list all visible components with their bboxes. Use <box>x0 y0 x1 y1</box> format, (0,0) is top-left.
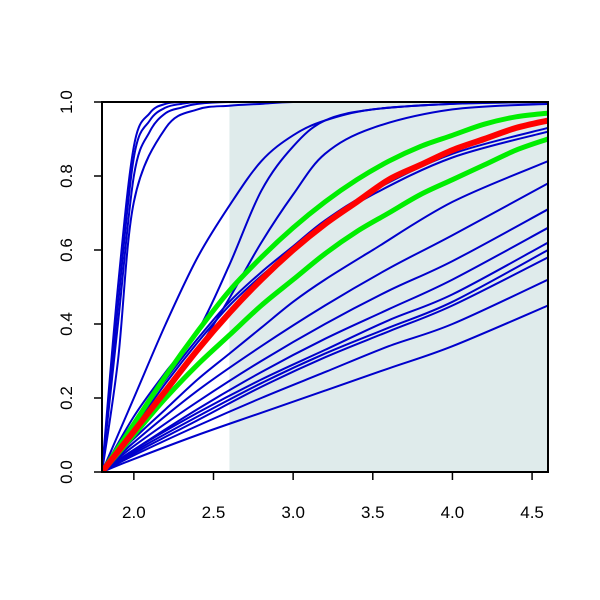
axis-layer: 2.0 2.5 3.0 3.5 4.0 4.5 0.0 0.2 0.4 0.6 0.8 1.0 <box>57 90 549 522</box>
y-tick-label-2: 0.2 <box>57 386 76 410</box>
series-line-blue-11 <box>102 182 548 472</box>
y-tick-label-4: 0.6 <box>57 238 76 262</box>
series-line-red-21 <box>102 117 548 472</box>
series-line-blue-10 <box>102 160 548 472</box>
series-line-blue-6 <box>102 102 548 472</box>
series-line-blue-3 <box>102 102 548 472</box>
series-line-blue-12 <box>102 208 548 472</box>
x-tick-label-6: 4.5 <box>520 503 544 522</box>
series-line-blue-14 <box>102 241 548 472</box>
y-tick-label-3: 0.4 <box>57 312 76 336</box>
x-tick-label-1: 2.0 <box>122 503 146 522</box>
x-tick-label-5: 4.0 <box>441 503 465 522</box>
plot-frame <box>101 101 549 473</box>
y-tick-label-6: 1.0 <box>57 90 76 114</box>
series-layer <box>102 102 548 472</box>
x-tick-label-3: 3.0 <box>281 503 305 522</box>
series-line-green-20 <box>102 136 548 472</box>
series-line-blue-18 <box>102 304 548 472</box>
y-tick-label-1: 0.0 <box>57 460 76 484</box>
series-line-blue-4 <box>102 102 548 472</box>
series-line-blue-15 <box>102 249 548 472</box>
x-tick-label-2: 2.5 <box>202 503 226 522</box>
y-tick-label-5: 0.8 <box>57 164 76 188</box>
series-line-blue-2 <box>102 102 548 472</box>
x-tick-label-4: 3.5 <box>361 503 385 522</box>
series-line-blue-16 <box>102 256 548 472</box>
series-line-blue-17 <box>102 278 548 472</box>
series-line-green-19 <box>102 110 548 472</box>
